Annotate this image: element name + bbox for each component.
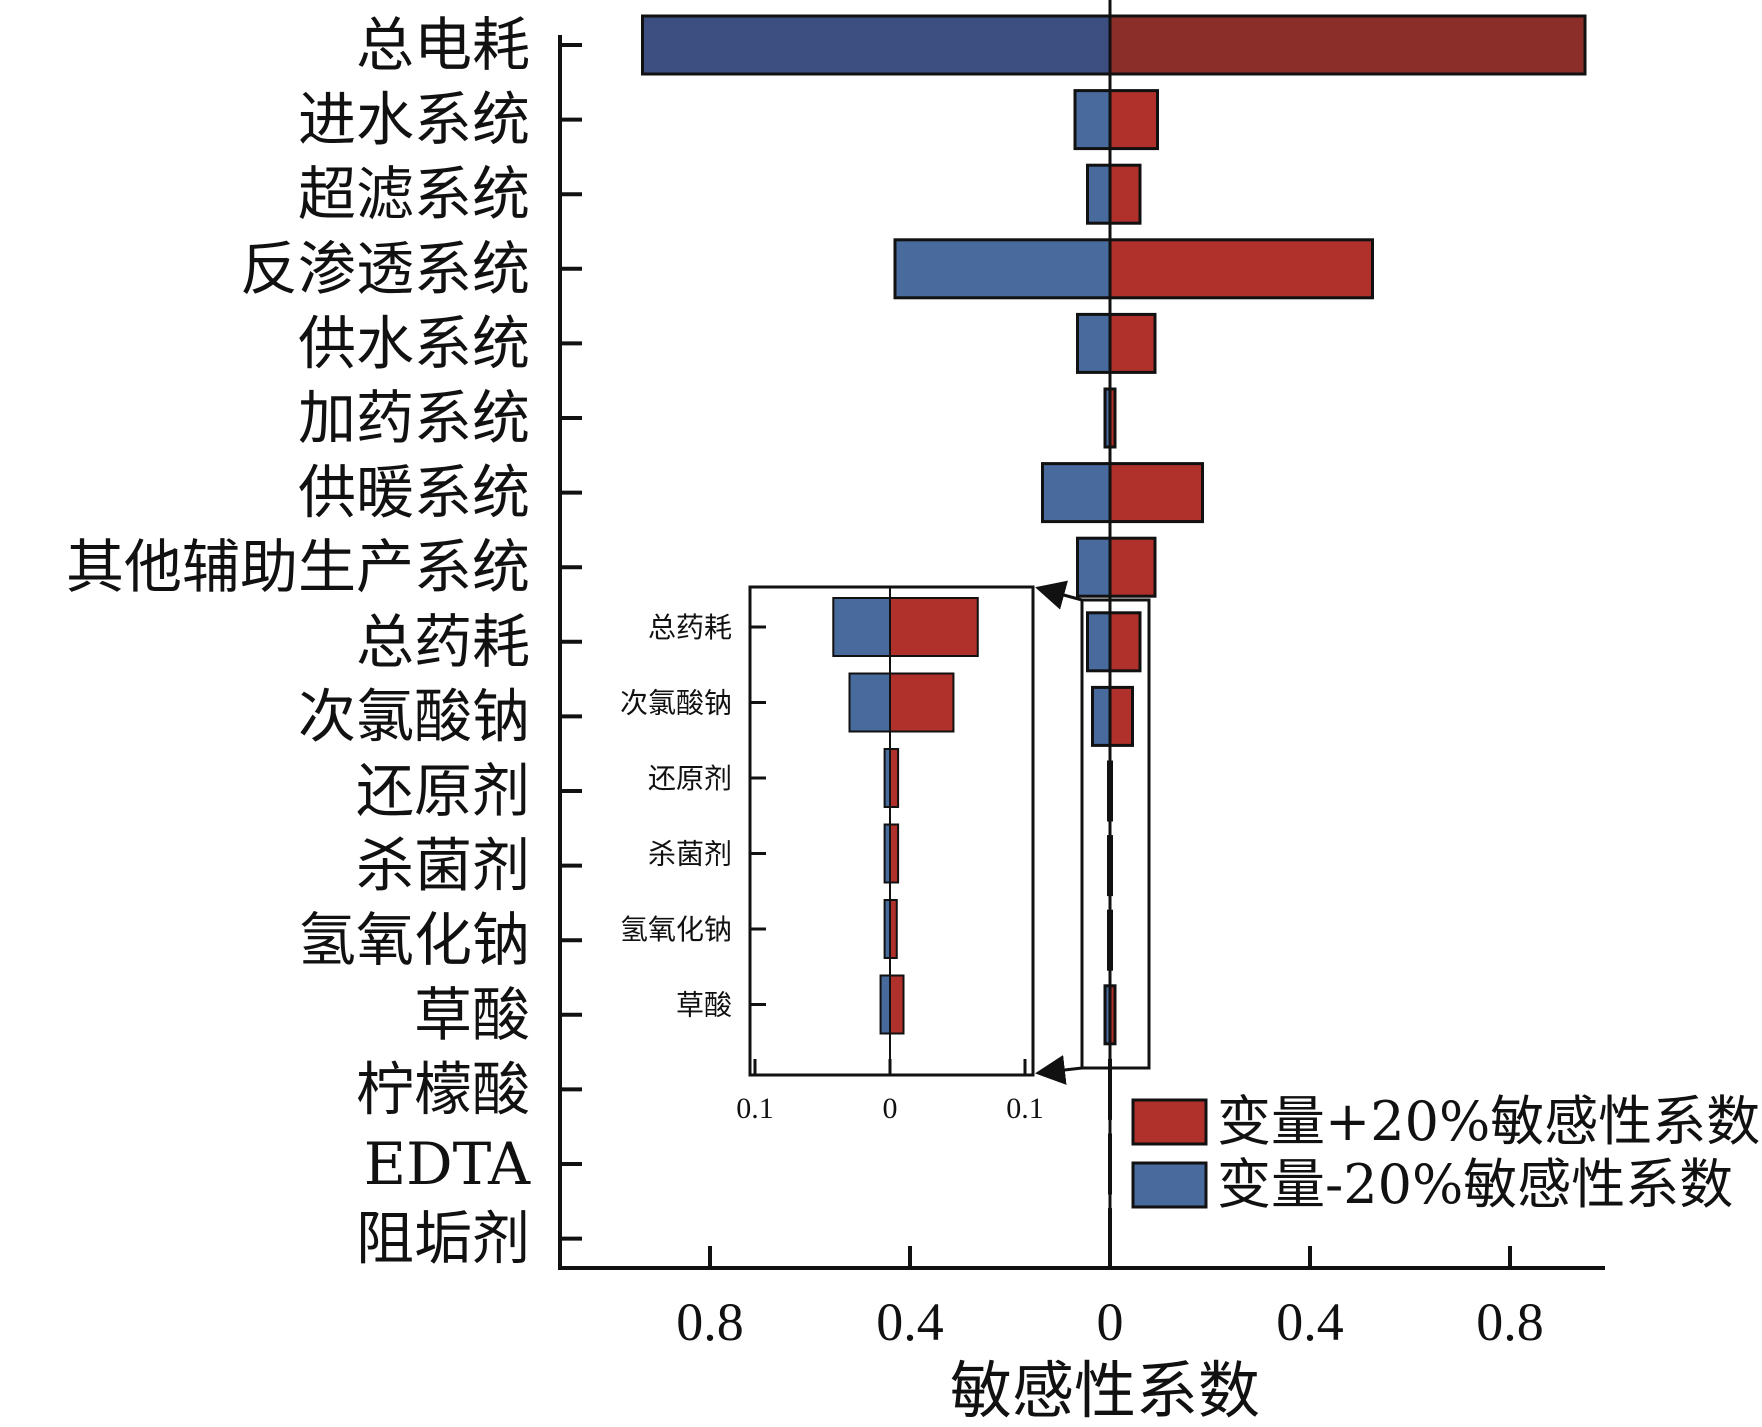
connector-arrow-bottom: [1035, 1055, 1083, 1085]
x-tick-labels: 0.8 0.4 0 0.4 0.8: [676, 1292, 1544, 1352]
inset-bar-positive: [889, 823, 900, 884]
bar-negative: [1073, 89, 1112, 151]
x-tick-label: 0.8: [676, 1292, 744, 1352]
bar-positive: [1108, 238, 1374, 300]
x-axis-title: 敏感性系数: [950, 1354, 1260, 1427]
category-label: 超滤系统: [298, 160, 530, 228]
category-label: 其他辅助生产系统: [66, 533, 530, 601]
inset-connector-arrows: [1035, 580, 1151, 1085]
inset-bar-negative: [832, 597, 891, 657]
inset-x-tick-label: 0: [883, 1092, 898, 1125]
category-label: 柠檬酸: [356, 1055, 530, 1123]
category-label: 次氯酸钠: [298, 682, 530, 750]
inset-category-label: 还原剂: [648, 762, 732, 795]
inset-bar-positive: [889, 597, 979, 657]
inset-bar-positive: [889, 974, 905, 1035]
legend-label-positive: 变量+20%敏感性系数: [1217, 1090, 1760, 1153]
category-label: 还原剂: [356, 757, 530, 825]
inset-x-tick-label: 0.1: [736, 1092, 774, 1125]
bar-negative: [1086, 611, 1112, 673]
zoom-region-box: [1080, 598, 1151, 1070]
main-bars: [641, 14, 1587, 1270]
bar-positive: [1108, 312, 1157, 374]
inset-bar-positive: [889, 748, 900, 808]
bar-negative: [893, 238, 1112, 300]
bar-positive: [1108, 89, 1159, 151]
legend-label-negative: 变量-20%敏感性系数: [1217, 1153, 1733, 1216]
legend-swatch-positive: [1131, 1098, 1208, 1146]
inset-category-label: 次氯酸钠: [620, 687, 732, 720]
category-label: 加药系统: [298, 384, 530, 452]
bar-positive: [1108, 462, 1204, 524]
bar-negative: [641, 14, 1112, 76]
legend-swatch-negative: [1131, 1161, 1208, 1209]
x-tick-label: 0: [1097, 1292, 1124, 1352]
inset-category-label: 总药耗: [648, 611, 732, 644]
main-axes: [558, 0, 1605, 1270]
bar-negative: [1076, 536, 1112, 598]
inset-bar-negative: [848, 672, 891, 733]
category-label: 反渗透系统: [240, 235, 530, 303]
inset-bar-negative: [879, 974, 891, 1035]
legend: 变量+20%敏感性系数 变量-20%敏感性系数: [1131, 1090, 1760, 1216]
bar-negative: [1086, 163, 1112, 225]
category-label: EDTA: [364, 1130, 531, 1198]
inset-category-label: 氢氧化钠: [620, 913, 732, 946]
x-tick-label: 0.4: [876, 1292, 944, 1352]
category-label: 氢氧化钠: [298, 906, 530, 974]
bar-positive: [1108, 611, 1142, 673]
inset-bar-positive: [889, 672, 955, 733]
category-label: 阻垢剂: [356, 1205, 530, 1273]
inset-x-tick-label: 0.1: [1006, 1092, 1044, 1125]
category-label: 供水系统: [298, 309, 530, 377]
bar-positive: [1108, 163, 1142, 225]
bar-negative: [1091, 685, 1112, 747]
category-label: 总药耗: [356, 608, 530, 676]
category-label: 草酸: [414, 981, 530, 1049]
bar-positive: [1108, 14, 1587, 76]
inset-category-label: 草酸: [676, 989, 732, 1022]
bar-positive: [1108, 536, 1157, 598]
bar-positive: [1108, 685, 1134, 747]
category-label: 杀菌剂: [356, 832, 530, 900]
category-labels: 总电耗进水系统超滤系统反渗透系统供水系统加药系统供暖系统其他辅助生产系统总药耗次…: [66, 11, 531, 1273]
inset-category-label: 杀菌剂: [648, 838, 732, 871]
bar-negative: [1041, 462, 1112, 524]
category-label: 进水系统: [298, 86, 530, 154]
category-label: 总电耗: [356, 11, 530, 79]
bar-negative: [1076, 312, 1112, 374]
x-tick-label: 0.4: [1276, 1292, 1344, 1352]
category-label: 供暖系统: [298, 459, 530, 527]
connector-arrow-top: [1035, 580, 1083, 610]
inset-bar-positive: [889, 899, 898, 959]
x-tick-label: 0.8: [1476, 1292, 1544, 1352]
